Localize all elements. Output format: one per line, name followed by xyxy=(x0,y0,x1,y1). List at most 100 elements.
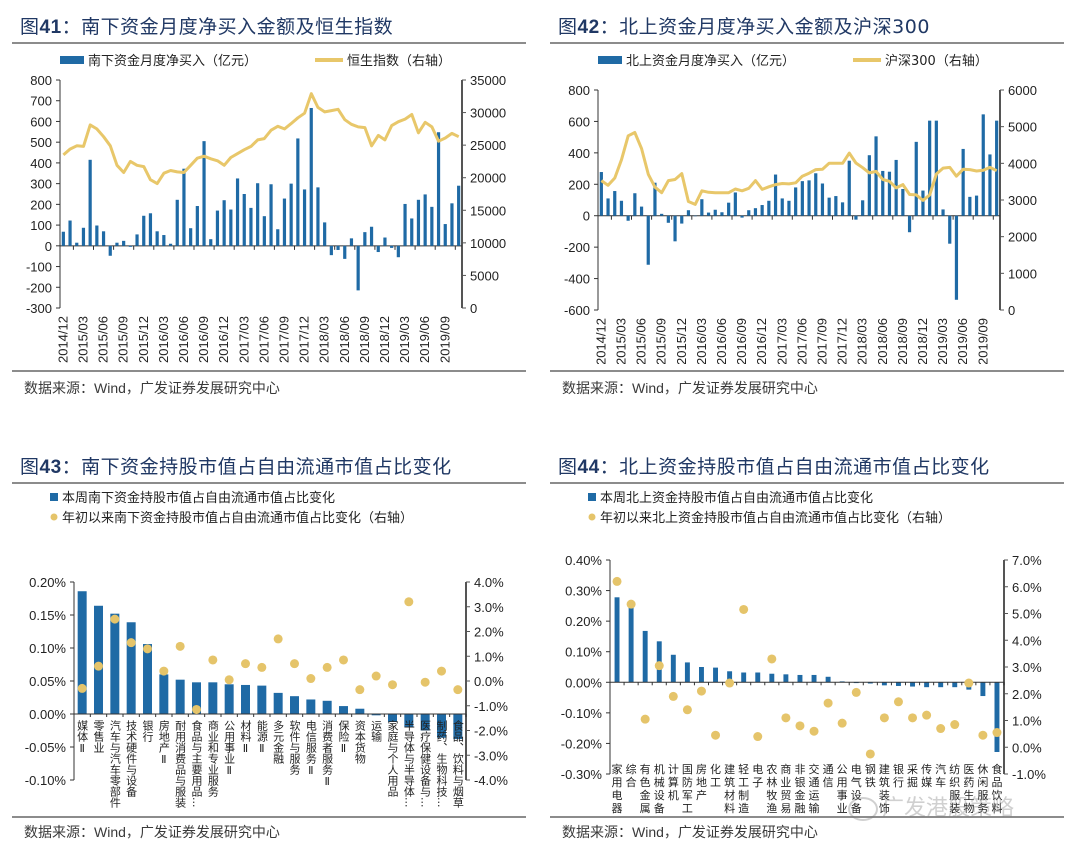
category-label-char: 闲 xyxy=(977,775,988,789)
y-tick-label-left: -0.10% xyxy=(561,706,603,721)
bar xyxy=(276,229,280,246)
bar xyxy=(646,215,650,265)
category-label-char: 服 xyxy=(949,789,960,802)
y-tick-label-left: 0.40% xyxy=(565,553,602,568)
bar xyxy=(242,194,246,246)
figure-colon: ： xyxy=(599,16,620,38)
x-tick-label: 2014/12 xyxy=(593,318,608,364)
bar xyxy=(924,682,930,688)
bar xyxy=(309,107,313,246)
bar xyxy=(420,714,430,731)
bar xyxy=(371,714,381,716)
bar xyxy=(807,180,811,216)
bar xyxy=(995,120,999,216)
bar xyxy=(713,667,718,683)
figure-title-text: 北上资金月度净买入金额及沪深300 xyxy=(619,16,930,38)
bar xyxy=(952,682,958,688)
x-tick-label: 2019/03 xyxy=(397,316,412,363)
category-label-char: 牧 xyxy=(766,788,777,802)
category-label-char: 筑 xyxy=(724,775,735,789)
bar xyxy=(907,215,912,233)
bar xyxy=(921,190,925,216)
bar xyxy=(192,682,201,714)
scatter-point xyxy=(668,691,678,701)
legend-dot-swatch xyxy=(50,513,58,521)
y-tick-label-left: -600 xyxy=(564,303,590,318)
category-label-char: 织 xyxy=(949,776,960,789)
category-label-char: 产 xyxy=(696,788,707,802)
bar xyxy=(733,192,737,216)
y-tick-label-left: -0.20% xyxy=(561,736,603,751)
category-label-char: 融 xyxy=(794,802,805,814)
source-prefix: 数据来源： xyxy=(24,825,94,841)
bar xyxy=(423,194,427,246)
bar xyxy=(282,198,287,246)
category-label-char: 工 xyxy=(682,802,693,814)
category-label-char: 掘 xyxy=(907,775,918,789)
x-tick-label: 2015/06 xyxy=(634,318,649,364)
bar xyxy=(628,605,634,683)
figure-number: 43 xyxy=(39,457,62,478)
bar xyxy=(666,215,670,223)
bar xyxy=(928,120,932,216)
category-label-char: 输 xyxy=(809,801,820,814)
scatter-point xyxy=(453,685,463,695)
category-label: 商业和专业服务 xyxy=(206,719,219,797)
category-label-char: 电 xyxy=(612,789,623,802)
bar xyxy=(599,172,603,216)
scatter-point xyxy=(823,698,833,708)
scatter-point xyxy=(711,730,721,740)
category-label-char: 子 xyxy=(752,776,763,789)
bar xyxy=(81,227,86,246)
category-label-char: 料 xyxy=(991,801,1002,814)
source-wind: Wind xyxy=(94,380,126,396)
y-tick-label-left: 0.00% xyxy=(565,675,602,690)
category-label-char: 材 xyxy=(724,788,735,802)
x-tick-label: 2016/12 xyxy=(754,318,769,364)
bar xyxy=(339,706,348,714)
category-label: 银行 xyxy=(141,719,154,743)
bar xyxy=(814,173,818,216)
source-note: 数据来源：Wind，广发证券发展研究中心 xyxy=(24,822,280,842)
category-label-char: 工 xyxy=(710,776,721,789)
source-prefix: 数据来源： xyxy=(562,825,632,841)
scatter-point xyxy=(626,599,636,609)
source-suffix: ，广发证券发展研究中心 xyxy=(663,825,818,841)
source-note: 数据来源：Wind，广发证券发展研究中心 xyxy=(562,822,818,842)
scatter-point xyxy=(241,659,250,669)
bar xyxy=(670,654,676,683)
figure-number: 41 xyxy=(39,17,62,38)
bar xyxy=(343,245,347,259)
category-label: 半导体与半导体... xyxy=(402,719,415,808)
y-tick-label-left: 200 xyxy=(30,197,52,212)
category-label-char: 合 xyxy=(626,775,637,789)
legend-dot-label: 年初以来南下资金持股市值占自由流通市值占比变化（右轴） xyxy=(62,510,413,526)
y-tick-label-right: 5.0% xyxy=(1012,607,1042,622)
x-tick-label: 2017/06 xyxy=(794,318,809,364)
category-label-char: 农 xyxy=(766,762,777,776)
bar xyxy=(128,245,132,247)
bar xyxy=(684,662,690,683)
bar xyxy=(355,708,365,714)
index-line xyxy=(62,92,460,186)
bar xyxy=(914,141,918,216)
bar xyxy=(316,187,320,246)
category-label-char: 军 xyxy=(682,789,693,802)
y-tick-label-right: 30000 xyxy=(470,106,506,121)
category-label-char: 机 xyxy=(654,762,665,776)
category-label: 商业贸易 xyxy=(780,762,791,814)
y-tick-label-left: 0.30% xyxy=(565,584,602,599)
legend-bar-label: 南下资金月度净买入（亿元） xyxy=(88,53,257,69)
bar xyxy=(390,245,394,248)
category-label: 医疗保健设备与... xyxy=(419,720,432,808)
category-label: 零售业 xyxy=(92,720,105,753)
bar xyxy=(861,200,865,216)
x-tick-label: 2015/03 xyxy=(75,316,90,363)
bar xyxy=(323,222,327,246)
bar xyxy=(430,206,434,246)
bar xyxy=(168,243,173,246)
scatter-point xyxy=(224,675,234,685)
bar xyxy=(797,674,803,683)
bar xyxy=(290,696,299,714)
y-tick-label-left: -0.30% xyxy=(561,767,603,782)
